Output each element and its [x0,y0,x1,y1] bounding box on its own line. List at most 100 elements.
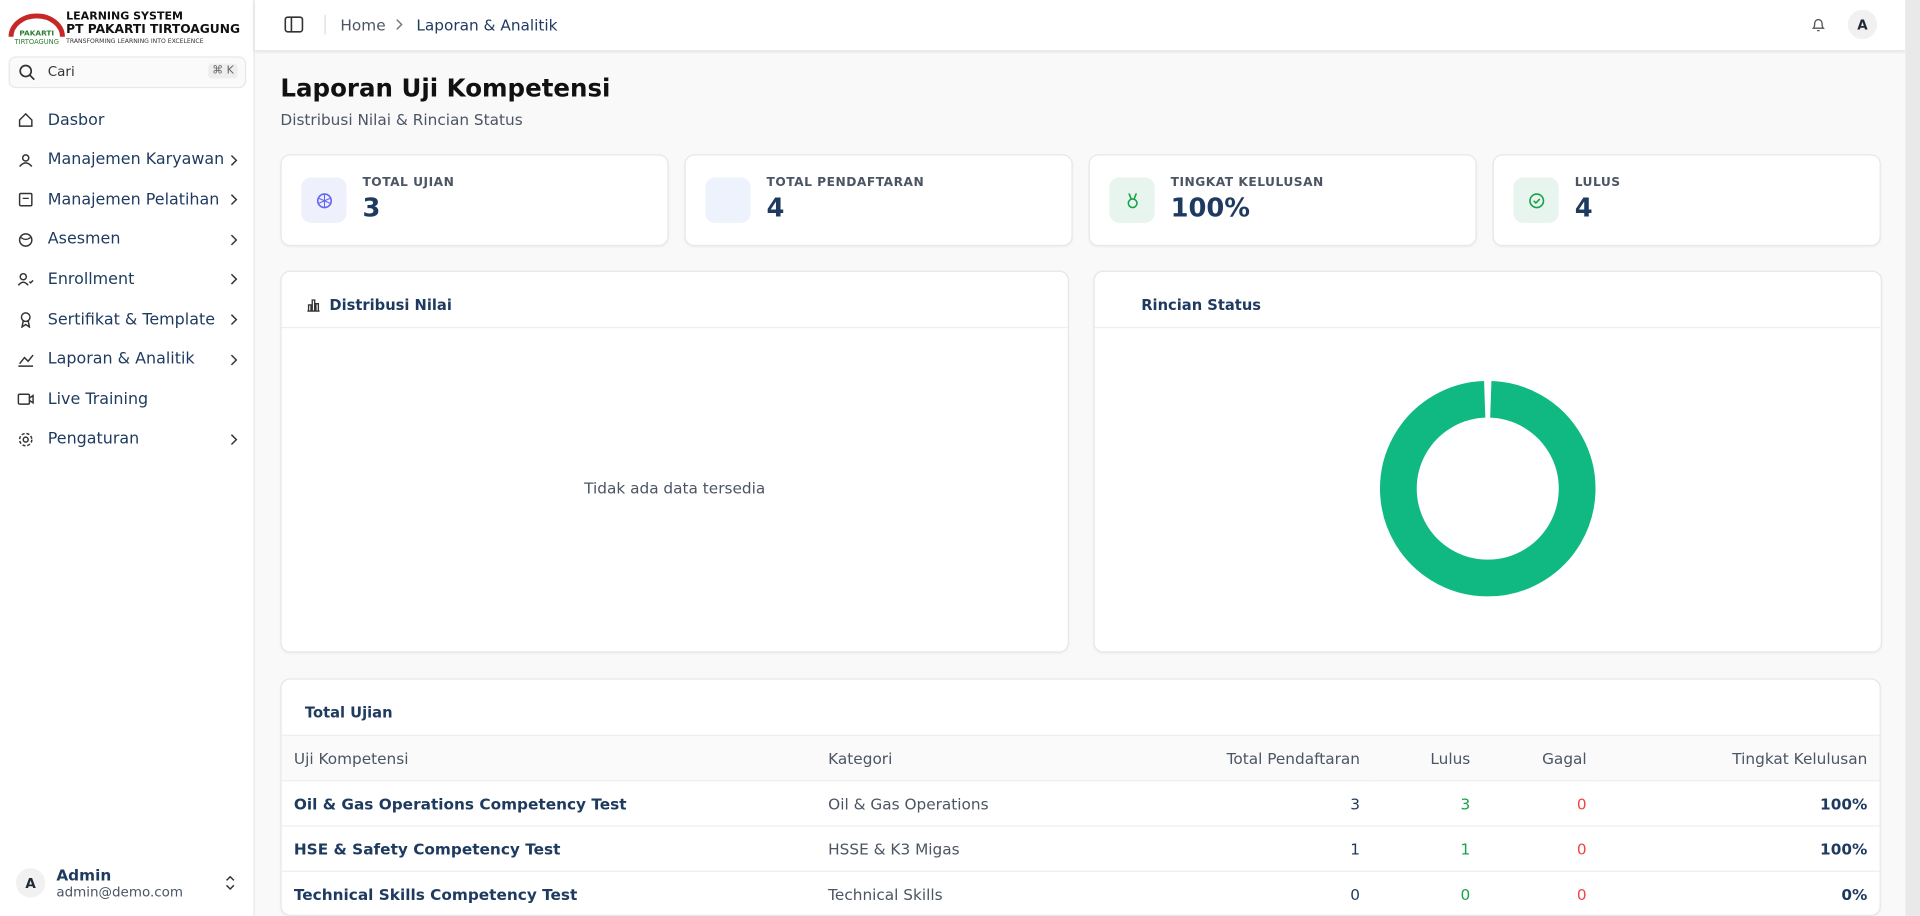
menu-item[interactable]: Live Training [9,381,247,418]
table-cell[interactable]: HSE & Safety Competency Test [281,825,816,872]
column-header: Total Pendaftaran [1136,734,1373,782]
table-cell: 3 [1372,780,1483,827]
column-header: Lulus [1372,734,1483,782]
table-cell: 100% [1598,825,1880,872]
sidebar: PAKARTI TIRTOAGUNG LEARNING SYSTEM PT PA… [0,0,255,916]
table-body: Oil & Gas Operations Competency Test Oil … [281,780,1880,915]
menu-icon [19,153,33,167]
menu-icon [18,232,33,247]
user-avatar: A [15,868,46,898]
divider [281,326,1068,329]
table-cell: 100% [1598,780,1880,827]
search-icon [19,64,35,81]
table-cell: 0 [1482,780,1599,827]
menu-label: Live Training [47,390,149,409]
panel-title: Distribusi Nilai [329,296,452,314]
stat-icon [705,177,751,223]
logo-mark: PAKARTI TIRTOAGUNG [8,13,65,46]
stat-label: TOTAL PENDAFTARAN [766,176,925,190]
logo-text: PT PAKARTI TIRTOAGUNG [66,23,241,37]
table-cell[interactable]: Technical Skills Competency Test [281,871,816,915]
menu-label: Dasbor [47,110,105,130]
logo-text: LEARNING SYSTEM [66,11,183,24]
notification-icon[interactable] [1811,16,1826,33]
menu-icon [18,192,33,207]
menu-icon [18,354,34,367]
breadcrumb-chevron [396,19,403,30]
stat-card: TINGKAT KELULUSAN 100% [1088,154,1477,247]
page-subtitle: Distribusi Nilai & Rincian Status [280,110,523,129]
user-name: Admin [56,865,112,885]
sidebar-toggle[interactable] [284,16,304,33]
menu-icon [17,393,34,406]
menu-label: Sertifikat & Template [47,310,215,329]
chart-icon [307,299,320,312]
header: Home Laporan & Analitik A [254,0,1906,51]
table-card: Total Ujian Uji Kompetensi Kategori Total … [280,678,1881,916]
menu-item[interactable]: Manajemen Karyawan [9,142,247,179]
breadcrumb-current: Laporan & Analitik [416,15,558,35]
stat-card: LULUS 4 [1492,154,1881,247]
search-placeholder: Cari [47,63,75,80]
menu-icon [17,273,34,287]
table-cell: 3 [1136,780,1373,827]
table-title: Total Ujian [304,704,393,722]
menu-chevron [230,234,238,246]
menu-item[interactable]: Dasbor [9,102,247,139]
stat-icon [1513,177,1559,223]
menu-item[interactable]: Pengaturan [9,421,247,458]
search-shortcut: ⌘ K [208,63,238,79]
table-cell: 1 [1372,825,1483,872]
divider [1094,326,1881,329]
stat-value: 4 [766,193,785,223]
menu-item[interactable]: Sertifikat & Template [9,301,247,338]
menu-chevron [230,274,238,286]
status-panel: Rincian Status [1093,270,1883,653]
menu-chevron [230,194,238,206]
menu-item[interactable]: Manajemen Pelatihan [9,181,247,218]
stat-label: LULUS [1574,176,1621,190]
stat-label: TOTAL UJIAN [362,176,455,190]
menu-label: Asesmen [47,230,121,249]
menu-icon [20,312,31,329]
menu-label: Manajemen Karyawan [47,150,225,170]
menu-label: Enrollment [47,270,135,289]
search-box[interactable]: Cari ⌘ K [8,56,247,89]
table-cell: 1 [1136,825,1373,872]
user-email: admin@demo.com [56,884,184,900]
menu-label: Laporan & Analitik [47,350,195,369]
header-avatar[interactable]: A [1847,9,1878,40]
logo-mark-text: PAKARTI [19,29,54,38]
breadcrumb-link[interactable]: Home [340,15,386,35]
logo-text: TRANSFORMING LEARNING INTO EXCELENCE [66,37,204,46]
table-row: Oil & Gas Operations Competency Test Oil … [281,780,1880,827]
table-cell: 0 [1136,871,1373,915]
menu-item[interactable]: Asesmen [9,221,247,258]
panel-title: Rincian Status [1141,296,1262,314]
separator [324,14,326,35]
menu-item[interactable]: Laporan & Analitik [9,341,247,378]
user-menu-icon[interactable] [223,874,238,891]
table-cell[interactable]: Oil & Gas Operations Competency Test [281,780,816,827]
table-row: Technical Skills Competency Test Technica… [281,871,1880,915]
table-cell: 0 [1372,871,1483,915]
menu-label: Pengaturan [47,430,140,449]
stat-card: TOTAL PENDAFTARAN 4 [684,154,1073,247]
menu-label: Manajemen Pelatihan [47,190,220,210]
scrollbar [1905,0,1920,916]
column-header: Kategori [815,734,1137,782]
table-cell: Oil & Gas Operations [815,780,1137,827]
empty-state: Tidak ada data tersedia [584,478,766,498]
table-cell: HSSE & K3 Migas [815,825,1137,872]
table-cell: 0 [1482,825,1599,872]
column-header: Tingkat Kelulusan [1598,734,1880,782]
table-cell: 0 [1482,871,1599,915]
donut-segment [1380,380,1596,597]
column-header: Uji Kompetensi [281,734,816,782]
stat-value: 3 [362,193,381,223]
menu-chevron [230,154,238,166]
menu-item[interactable]: Enrollment [9,261,247,298]
table-cell: Technical Skills [815,871,1137,915]
